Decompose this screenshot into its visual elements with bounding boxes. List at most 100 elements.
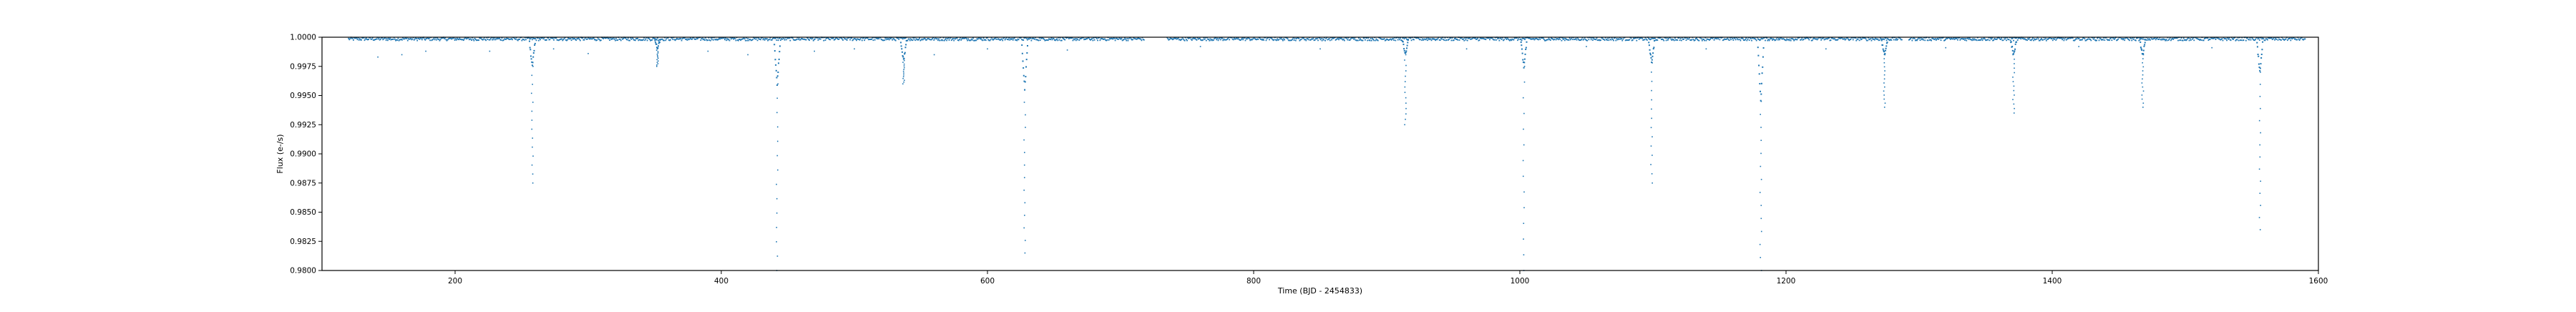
data-point bbox=[1122, 39, 1124, 41]
data-point bbox=[1175, 37, 1177, 39]
data-point bbox=[1292, 38, 1294, 40]
data-point bbox=[1737, 39, 1739, 41]
data-point bbox=[1236, 36, 1238, 39]
data-point bbox=[1105, 39, 1107, 42]
data-point bbox=[1208, 39, 1210, 40]
data-point bbox=[1290, 39, 1292, 42]
data-point bbox=[2151, 38, 2153, 40]
data-point bbox=[1021, 39, 1023, 41]
data-point bbox=[2144, 42, 2146, 44]
data-point bbox=[479, 37, 481, 39]
data-point bbox=[2029, 37, 2031, 39]
data-point bbox=[2049, 37, 2051, 39]
data-point bbox=[1760, 257, 1762, 258]
data-point bbox=[1602, 38, 1604, 40]
data-point bbox=[1025, 66, 1028, 68]
data-point bbox=[2188, 39, 2190, 42]
data-point bbox=[938, 38, 940, 40]
data-point bbox=[381, 37, 383, 39]
data-point bbox=[1996, 37, 1999, 39]
data-point bbox=[889, 37, 891, 39]
data-point bbox=[997, 38, 1000, 40]
data-point bbox=[761, 37, 763, 39]
data-point bbox=[645, 38, 647, 40]
data-point bbox=[611, 37, 613, 39]
data-point bbox=[1653, 37, 1655, 39]
data-point bbox=[1760, 205, 1762, 206]
data-point bbox=[1212, 39, 1214, 41]
data-point bbox=[1752, 37, 1754, 39]
data-point bbox=[1885, 45, 1888, 47]
data-point bbox=[2102, 39, 2104, 41]
data-point bbox=[736, 39, 738, 41]
data-point bbox=[2233, 37, 2235, 39]
data-point bbox=[1091, 37, 1093, 39]
data-point bbox=[2014, 37, 2016, 39]
data-point bbox=[792, 39, 794, 41]
data-point bbox=[1863, 37, 1865, 39]
data-point bbox=[630, 38, 633, 40]
data-point bbox=[640, 39, 643, 41]
data-point bbox=[905, 36, 907, 39]
data-point bbox=[1938, 39, 1940, 40]
data-point bbox=[2277, 39, 2279, 41]
data-point bbox=[2100, 39, 2102, 41]
data-point bbox=[1388, 39, 1390, 41]
data-point bbox=[384, 36, 386, 39]
data-point bbox=[2134, 39, 2136, 41]
data-point bbox=[1650, 145, 1652, 147]
data-point bbox=[1348, 39, 1350, 41]
data-point bbox=[1286, 37, 1288, 39]
data-point bbox=[1391, 38, 1393, 40]
data-point bbox=[1023, 139, 1025, 141]
data-point bbox=[532, 182, 534, 184]
data-point bbox=[2062, 37, 2064, 39]
data-point bbox=[1483, 37, 1484, 39]
data-point bbox=[1465, 37, 1468, 39]
data-point bbox=[2142, 78, 2143, 80]
data-point bbox=[1755, 39, 1757, 42]
data-point bbox=[1092, 39, 1094, 42]
data-point bbox=[733, 37, 736, 39]
data-point bbox=[844, 38, 847, 40]
data-point bbox=[530, 36, 532, 39]
data-point bbox=[1547, 39, 1549, 41]
data-point bbox=[1423, 39, 1425, 41]
data-point bbox=[1606, 39, 1607, 40]
data-point bbox=[2270, 37, 2273, 39]
data-point bbox=[591, 38, 593, 40]
data-point bbox=[1304, 39, 1307, 41]
data-point bbox=[1883, 98, 1885, 100]
data-point bbox=[1645, 38, 1647, 40]
data-point bbox=[776, 75, 779, 77]
data-point bbox=[1357, 39, 1359, 42]
data-point bbox=[870, 39, 872, 40]
data-point bbox=[1521, 37, 1523, 39]
data-point bbox=[2124, 37, 2127, 39]
data-point bbox=[1604, 36, 1606, 39]
data-point bbox=[365, 37, 367, 39]
data-point bbox=[939, 39, 940, 42]
data-point bbox=[636, 38, 638, 40]
data-point bbox=[2067, 37, 2069, 39]
data-point bbox=[1596, 37, 1598, 39]
data-point bbox=[1291, 39, 1293, 42]
data-point bbox=[1944, 39, 1946, 42]
data-point bbox=[454, 38, 457, 40]
data-point bbox=[2065, 39, 2067, 41]
data-point bbox=[1691, 39, 1693, 41]
data-point bbox=[1641, 37, 1644, 39]
data-point bbox=[903, 74, 904, 76]
data-point bbox=[584, 37, 586, 39]
data-point bbox=[1735, 39, 1737, 41]
data-point bbox=[2127, 39, 2129, 41]
data-point bbox=[499, 39, 502, 41]
data-point bbox=[646, 39, 648, 42]
data-point bbox=[2205, 36, 2207, 39]
data-point bbox=[902, 70, 904, 72]
data-point bbox=[957, 39, 960, 42]
data-point bbox=[1566, 39, 1567, 40]
data-point bbox=[2171, 38, 2172, 40]
data-point bbox=[2013, 112, 2015, 114]
data-point bbox=[1507, 38, 1509, 40]
